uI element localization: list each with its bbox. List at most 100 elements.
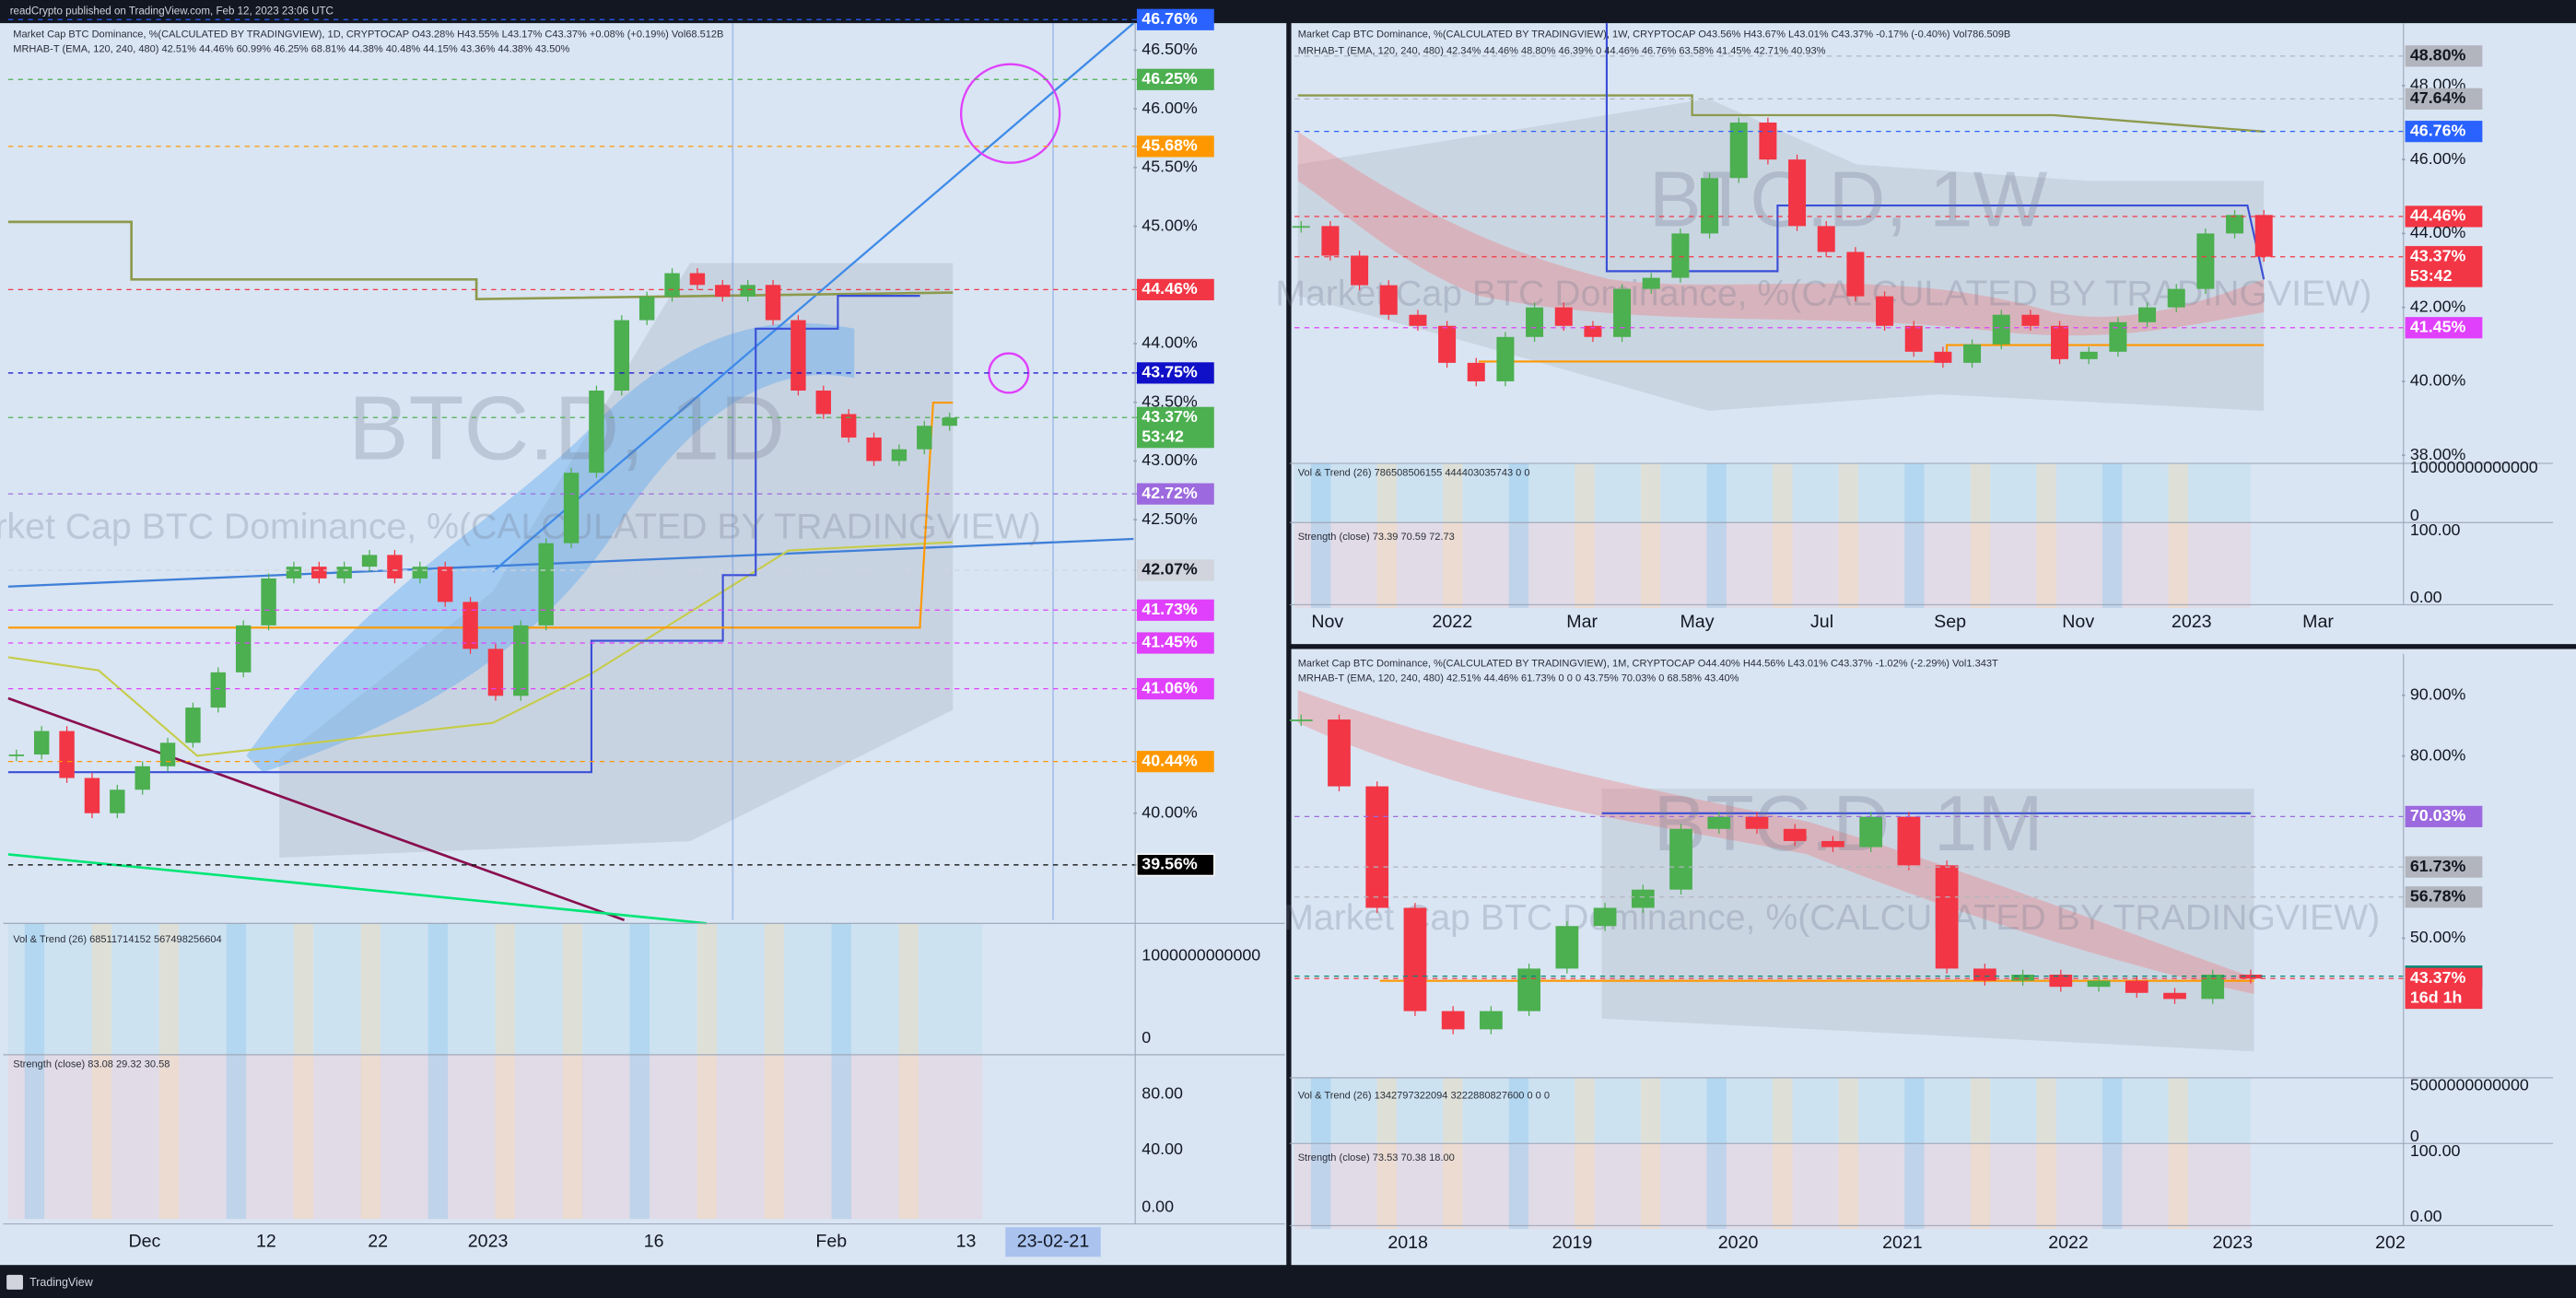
price-badge <box>1136 278 1214 300</box>
price-badge-label: 56.78% <box>2410 886 2466 905</box>
candle <box>185 707 201 743</box>
pane-axis-label: 100.00 <box>2410 520 2461 539</box>
pane-stripe <box>91 923 112 1055</box>
candle <box>235 625 252 672</box>
candle <box>8 754 25 756</box>
candle <box>790 320 806 391</box>
pane-axis-label: 40.00 <box>1142 1140 1183 1158</box>
level-step <box>1297 94 2265 133</box>
candle <box>33 731 50 755</box>
pane-stripe <box>1376 1143 1397 1229</box>
pane-bg <box>7 1054 983 1220</box>
candle <box>1963 344 1982 363</box>
price-badge-label: 45.68% <box>1142 136 1198 155</box>
pane-stripe <box>2168 1143 2188 1229</box>
pane-stripe <box>629 923 650 1055</box>
pane-stripe <box>495 1054 516 1220</box>
time-label: Feb <box>815 1231 847 1251</box>
candle <box>1759 123 1777 160</box>
level-step <box>7 295 920 774</box>
pane-stripe <box>1970 463 1991 523</box>
candle <box>1783 828 1807 841</box>
candle <box>1642 277 1660 289</box>
pane-stripe <box>1575 1077 1595 1144</box>
price-badge <box>1136 362 1214 384</box>
candle <box>942 417 957 427</box>
candle <box>59 731 75 778</box>
candle <box>1365 786 1389 908</box>
candle <box>1289 719 1313 721</box>
pane-stripe <box>1970 1143 1991 1229</box>
pane-stripe <box>1508 1143 1529 1229</box>
candle <box>1613 288 1632 337</box>
price-label: 44.00% <box>1142 333 1198 352</box>
candle <box>2138 307 2157 322</box>
price-badge <box>1136 632 1214 654</box>
pane-stripe <box>1640 463 1661 523</box>
price-badge <box>1136 751 1214 773</box>
candle <box>1729 123 1748 179</box>
candle <box>135 766 150 790</box>
candle <box>1671 233 1690 278</box>
pane-axis-label: 100.00 <box>2410 1141 2461 1160</box>
candle <box>513 625 529 696</box>
candle <box>159 743 176 766</box>
candle <box>1328 719 1351 787</box>
legend-line: MRHAB-T (EMA, 120, 240, 480) 42.51% 44.4… <box>13 44 569 55</box>
pane-stripe <box>1443 1143 1463 1229</box>
candle <box>1467 362 1485 381</box>
candle <box>563 473 580 544</box>
candle <box>2021 314 2040 326</box>
candle <box>437 567 453 602</box>
price-badge <box>2405 886 2483 908</box>
candle <box>614 320 630 391</box>
time-label: 2023 <box>468 1231 509 1251</box>
price-badge-label: 41.06% <box>1142 678 1198 696</box>
pane-stripe <box>562 1054 583 1220</box>
pane-stripe <box>427 923 449 1055</box>
pane-stripe <box>2168 1077 2188 1144</box>
pane-stripe <box>293 923 314 1055</box>
time-label: 12 <box>256 1231 276 1251</box>
price-badge-label: 41.45% <box>2410 317 2466 335</box>
strength-legend: Strength (close) 83.08 29.32 30.58 <box>13 1059 170 1070</box>
pane-stripe <box>1376 522 1397 608</box>
pane-stripe <box>1376 1077 1397 1144</box>
pane-stripe <box>293 1054 314 1220</box>
candle <box>1934 351 1952 363</box>
time-label: 2023 <box>2213 1233 2254 1253</box>
price-badge-label: 43.37% <box>2410 968 2466 987</box>
price-badge-label: 43.37% <box>1142 407 1198 426</box>
pane-stripe <box>1443 463 1463 523</box>
price-label: 46.00% <box>1142 99 1198 117</box>
pane-stripe <box>764 923 784 1055</box>
pane-stripe <box>427 1054 449 1220</box>
candle <box>1351 255 1369 286</box>
pane-stripe <box>1706 463 1727 523</box>
candle <box>2109 322 2127 352</box>
candle <box>1496 336 1515 381</box>
countdown: 53:42 <box>1142 427 1184 445</box>
candle <box>715 285 731 298</box>
candle <box>1321 226 1340 256</box>
candle <box>1292 226 1310 228</box>
pane-stripe <box>2036 1077 2056 1144</box>
trend-line <box>492 22 1135 573</box>
pane-stripe <box>629 1054 650 1220</box>
candle <box>1817 226 1835 252</box>
pane-stripe <box>1904 522 1925 608</box>
pane-stripe <box>1838 1077 1859 1144</box>
price-label: 42.50% <box>1142 509 1198 528</box>
candle <box>1904 325 1923 352</box>
price-badge-label: 44.46% <box>1142 279 1198 298</box>
candle <box>2163 992 2186 1000</box>
price-badge <box>1136 68 1214 90</box>
price-badge <box>2405 967 2483 1010</box>
price-badge <box>1136 599 1214 621</box>
pane-stripe <box>1970 1077 1991 1144</box>
price-badge <box>1136 406 1214 449</box>
price-label: 40.00% <box>2410 371 2466 390</box>
time-label: 2018 <box>1388 1233 1428 1253</box>
candle <box>1593 907 1617 927</box>
price-badge-label: 41.45% <box>1142 633 1198 651</box>
